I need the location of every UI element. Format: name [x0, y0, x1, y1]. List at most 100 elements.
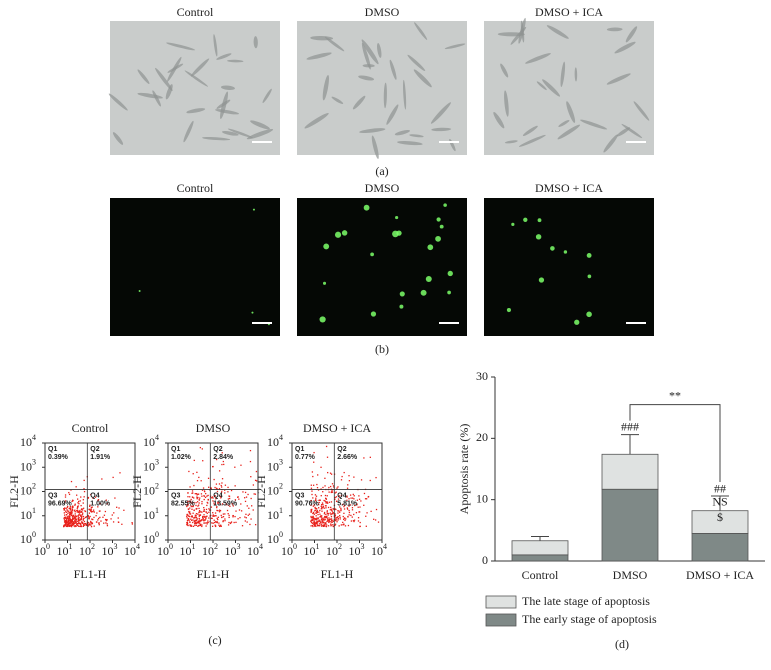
event-dot	[187, 500, 189, 502]
tick-exponent: 0	[279, 530, 283, 539]
tick-base: 10	[180, 544, 192, 558]
image-title: DMSO	[365, 5, 400, 19]
cell	[625, 26, 638, 43]
event-dot	[69, 507, 72, 510]
event-dot	[346, 507, 348, 509]
event-dot	[106, 525, 109, 527]
event-dot	[90, 510, 92, 512]
event-dot	[224, 484, 227, 486]
event-dot	[318, 501, 320, 504]
event-dot	[216, 506, 218, 508]
event-dot	[343, 471, 345, 474]
event-dot	[332, 512, 335, 514]
event-dot	[66, 517, 69, 520]
event-dot	[71, 520, 73, 523]
event-dot	[210, 497, 213, 499]
event-dot	[199, 521, 201, 523]
event-dot	[215, 515, 217, 517]
event-dot	[328, 520, 330, 522]
event-dot	[67, 524, 70, 526]
cell	[504, 90, 509, 117]
event-dot	[334, 519, 336, 521]
cell	[606, 27, 623, 32]
event-dot	[78, 517, 80, 519]
event-dot	[325, 502, 327, 504]
cell	[331, 96, 344, 104]
tick-base: 10	[102, 544, 114, 558]
event-dot	[228, 521, 230, 524]
event-dot	[76, 509, 79, 512]
event-dot	[370, 510, 372, 513]
tick-exponent: 0	[169, 542, 173, 551]
event-dot	[215, 520, 217, 523]
event-dot	[312, 525, 314, 528]
event-dot	[316, 511, 319, 513]
legend-swatch	[485, 613, 517, 627]
event-dot	[213, 519, 215, 521]
event-dot	[71, 506, 74, 509]
event-dot	[337, 519, 339, 521]
event-dot	[359, 525, 361, 528]
event-dot	[220, 497, 222, 499]
event-dot	[198, 520, 200, 522]
event-dot	[330, 525, 332, 527]
event-dot	[70, 514, 73, 517]
event-dot	[189, 521, 191, 523]
event-dot	[356, 503, 358, 505]
event-dot	[327, 514, 329, 516]
tick-base: 10	[20, 532, 32, 546]
cell	[383, 82, 387, 109]
event-dot	[342, 521, 344, 524]
event-dot	[332, 485, 335, 487]
cell	[371, 135, 379, 159]
event-dot	[311, 508, 313, 511]
event-dot	[194, 493, 196, 495]
x-tick-label: 101	[180, 542, 196, 558]
panel-label: (a)	[375, 164, 388, 178]
event-dot	[66, 514, 68, 516]
event-dot	[346, 495, 348, 497]
legend-label: The late stage of apoptosis	[522, 594, 650, 608]
event-dot	[346, 499, 348, 501]
event-dot	[222, 520, 224, 523]
event-dot	[223, 463, 225, 466]
event-dot	[206, 523, 208, 525]
event-dot	[227, 498, 230, 500]
event-dot	[200, 480, 202, 482]
event-dot	[322, 505, 324, 507]
event-dot	[193, 520, 195, 522]
event-dot	[320, 495, 322, 497]
event-dot	[351, 507, 354, 509]
event-dot	[77, 505, 79, 507]
event-dot	[326, 524, 328, 526]
y-tick-label: 30	[476, 369, 488, 383]
event-dot	[353, 476, 355, 478]
event-dot	[331, 521, 333, 523]
event-dot	[365, 515, 367, 517]
event-dot	[337, 510, 339, 512]
event-dot	[310, 509, 312, 511]
event-dot	[230, 489, 233, 492]
event-dot	[82, 499, 85, 501]
event-dot	[322, 491, 324, 493]
tick-base: 10	[20, 508, 32, 522]
event-dot	[69, 518, 72, 520]
event-dot	[112, 476, 114, 479]
event-dot	[207, 477, 210, 479]
event-dot	[318, 503, 320, 506]
event-dot	[220, 525, 222, 527]
event-dot	[200, 523, 202, 525]
event-dot	[117, 517, 119, 519]
event-dot	[360, 500, 362, 502]
y-tick-label: 102	[267, 481, 283, 497]
event-dot	[326, 510, 328, 512]
event-dot	[64, 494, 67, 496]
event-dot	[70, 511, 73, 513]
event-dot	[228, 516, 230, 519]
event-dot	[193, 459, 195, 462]
event-dot	[65, 516, 67, 519]
event-dot	[75, 518, 78, 520]
event-dot	[326, 512, 329, 515]
event-dot	[334, 516, 336, 518]
event-dot	[224, 520, 226, 522]
